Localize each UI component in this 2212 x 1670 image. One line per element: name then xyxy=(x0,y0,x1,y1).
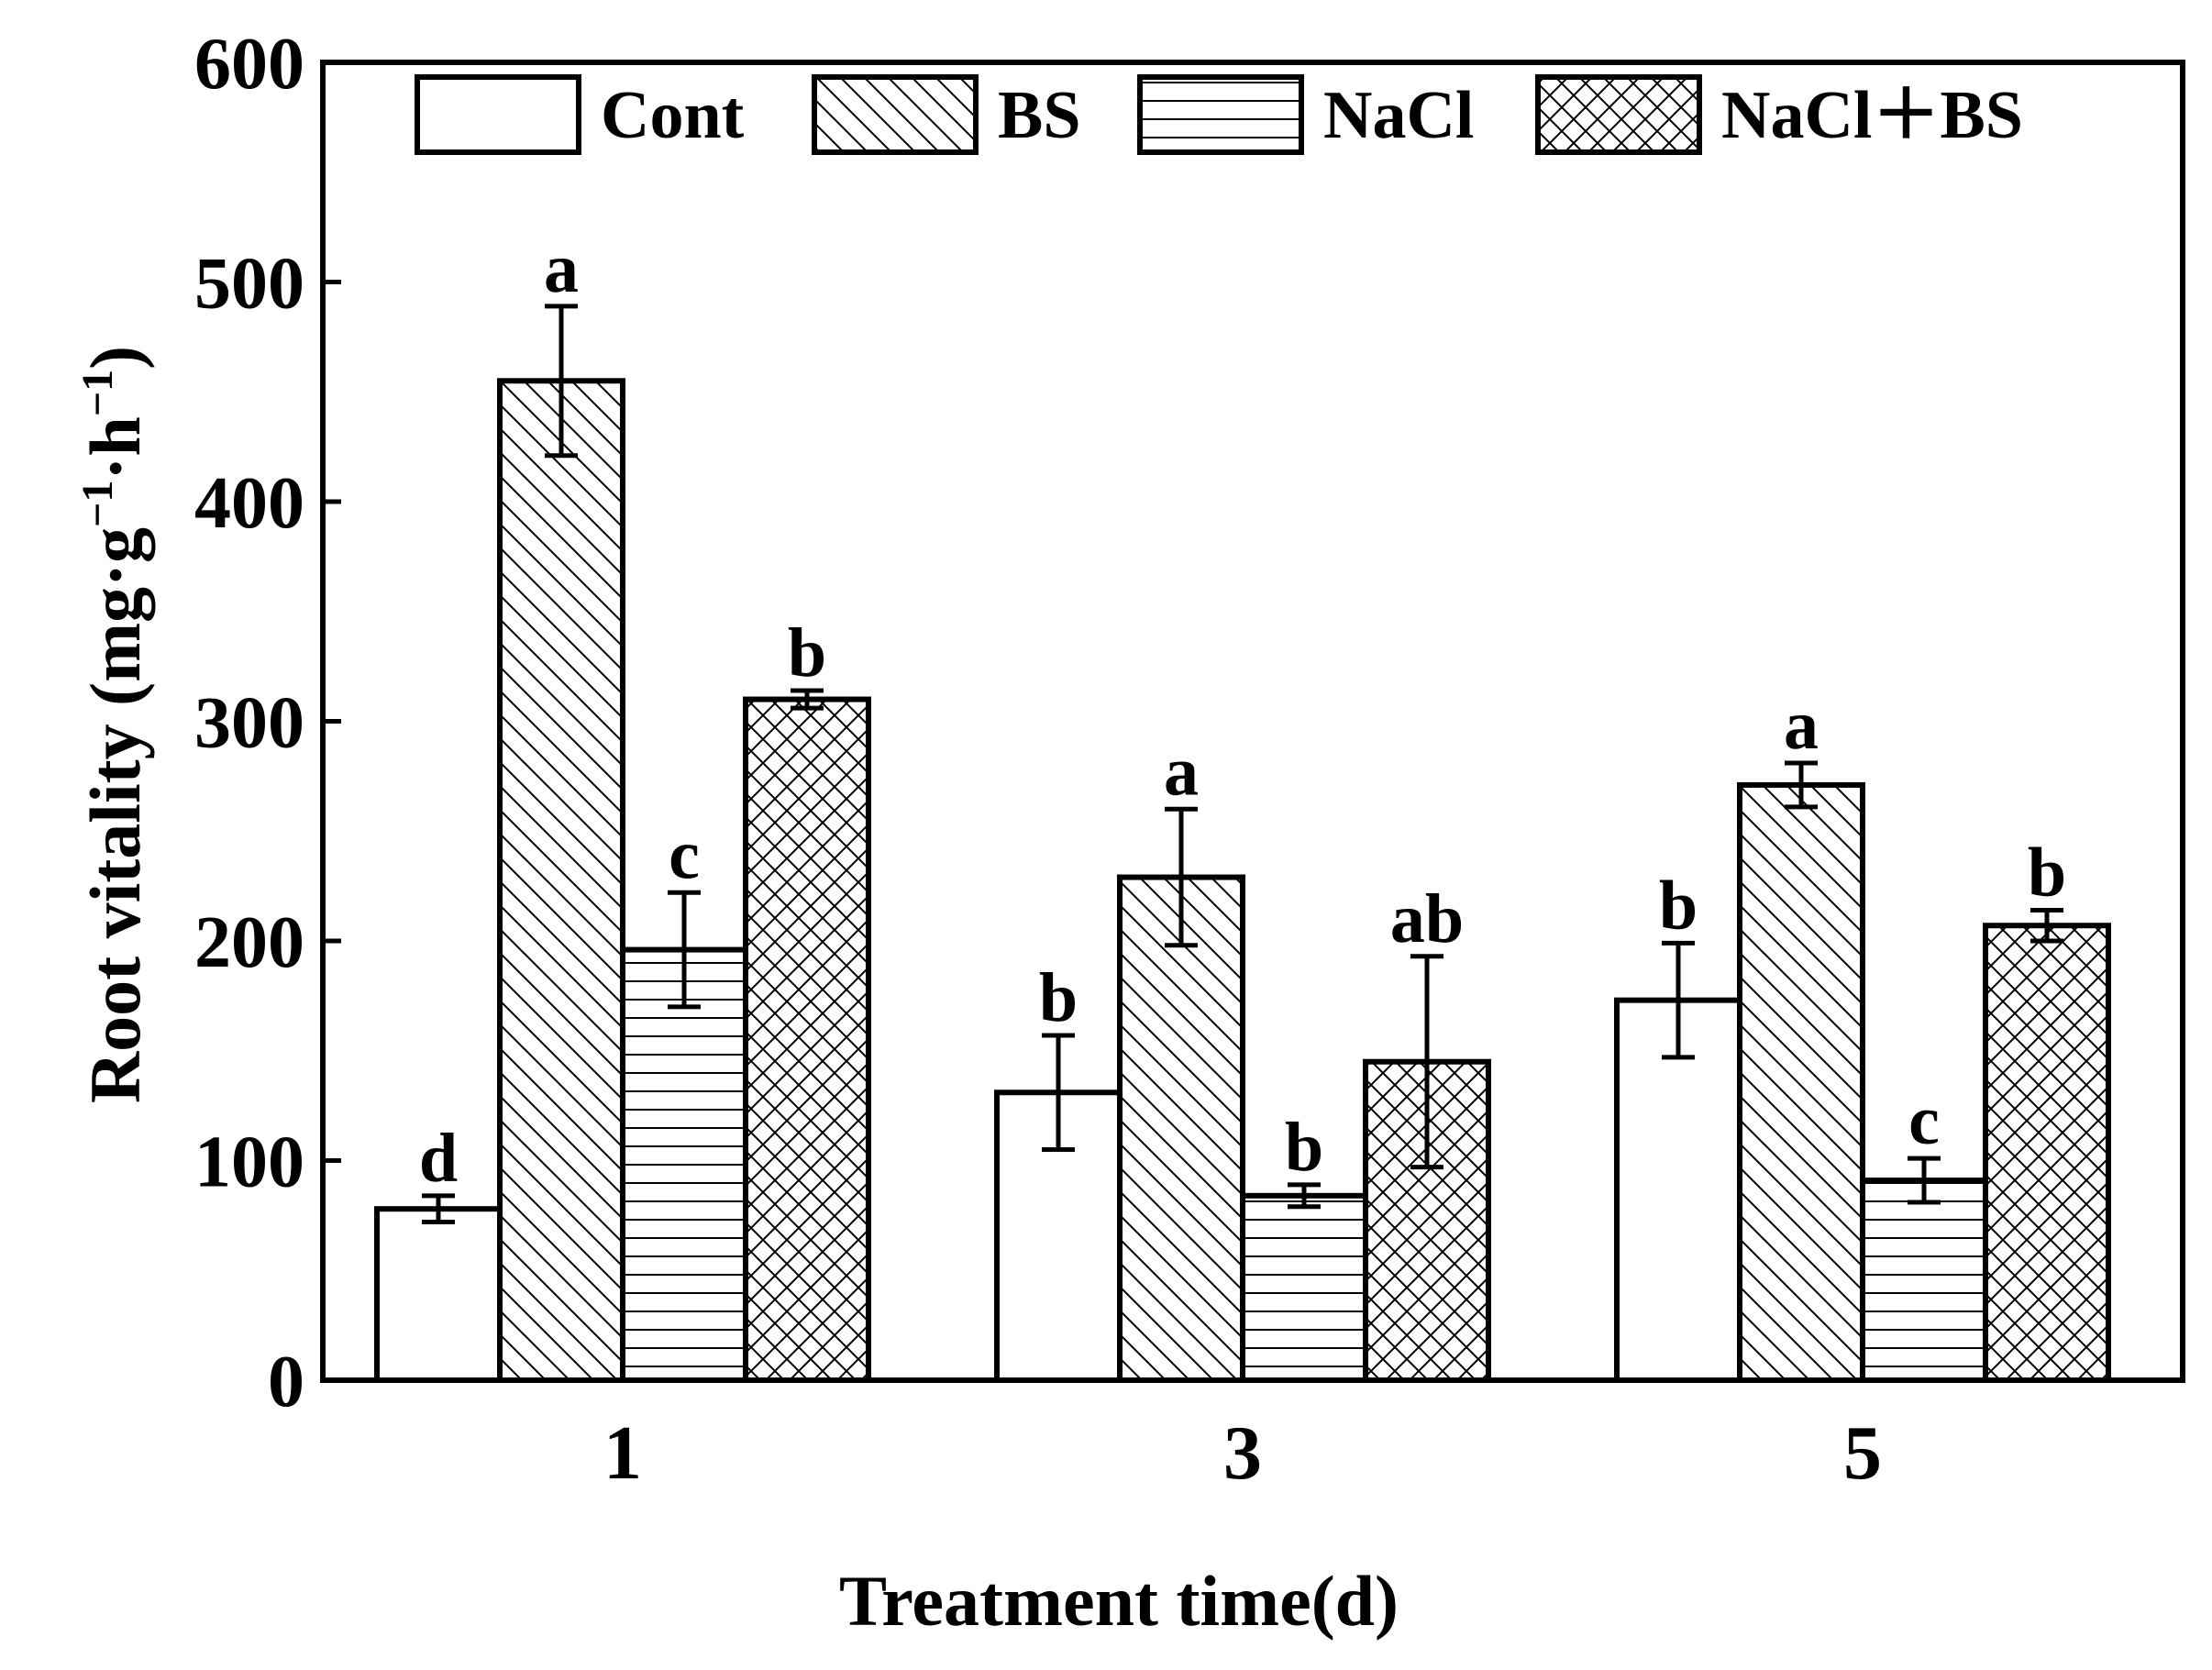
legend-swatch xyxy=(415,74,581,155)
x-tick-label: 5 xyxy=(1843,1410,1882,1496)
significance-letter: b xyxy=(1285,1109,1323,1186)
bar xyxy=(1983,923,2111,1383)
legend-label: Cont xyxy=(601,78,745,153)
legend-label: NaCl＋BS xyxy=(1721,78,2023,153)
y-tick-label: 0 xyxy=(268,1342,304,1422)
x-tick-label: 3 xyxy=(1223,1410,1262,1496)
bar xyxy=(1860,1178,1988,1384)
significance-letter: ab xyxy=(1390,880,1464,957)
bars xyxy=(374,378,2111,1384)
legend-label: BS xyxy=(998,78,1081,153)
bar xyxy=(1737,781,1865,1383)
y-axis-label-sup2: −1 xyxy=(73,370,122,416)
legend-swatch xyxy=(1137,74,1304,155)
bar xyxy=(497,378,625,1383)
legend-swatch xyxy=(1535,74,1702,155)
y-tick-label: 200 xyxy=(194,902,304,983)
y-tick-label: 500 xyxy=(194,244,304,325)
significance-letter: a xyxy=(544,230,579,307)
bar xyxy=(620,946,748,1383)
error-bars xyxy=(422,304,2063,1225)
y-tick-label: 600 xyxy=(194,24,304,105)
bar xyxy=(1117,874,1245,1383)
y-axis-label-end: ) xyxy=(75,346,155,370)
significance-letter: b xyxy=(2028,834,2066,911)
legend: Cont BS NaCl NaCl＋BS xyxy=(415,74,2023,155)
bar xyxy=(1240,1192,1368,1383)
significance-letter: c xyxy=(669,816,700,893)
significance-letter: d xyxy=(419,1120,458,1197)
significance-letter: b xyxy=(1039,959,1078,1036)
bar xyxy=(1614,997,1742,1384)
significance-letter: c xyxy=(1908,1082,1940,1159)
y-axis-label-sup1: −1 xyxy=(73,481,122,527)
significance-letter: b xyxy=(1659,867,1698,944)
y-axis-label: Root vitality (mg·g−1·h−1) xyxy=(73,346,155,1103)
legend-swatch xyxy=(812,74,979,155)
y-tick-label: 100 xyxy=(194,1123,304,1203)
significance-letter: b xyxy=(788,614,826,691)
y-axis-label-mid: ·h xyxy=(75,416,155,480)
legend-label: NaCl xyxy=(1323,78,1474,153)
y-tick-label: 400 xyxy=(194,463,304,544)
bar xyxy=(743,696,871,1383)
significance-letter: a xyxy=(1784,687,1819,764)
significance-letter: a xyxy=(1164,733,1199,810)
significance-letters: d b b a a a c b c b ab b xyxy=(419,230,2066,1197)
y-tick-label: 300 xyxy=(194,683,304,764)
x-tick-label: 1 xyxy=(603,1410,642,1496)
x-axis-label: Treatment time(d) xyxy=(839,1561,1399,1641)
bar xyxy=(374,1206,503,1383)
y-axis: 0 100 200 300 400 500 600 xyxy=(194,24,341,1422)
y-axis-label-main: Root vitality (mg·g xyxy=(75,527,155,1103)
